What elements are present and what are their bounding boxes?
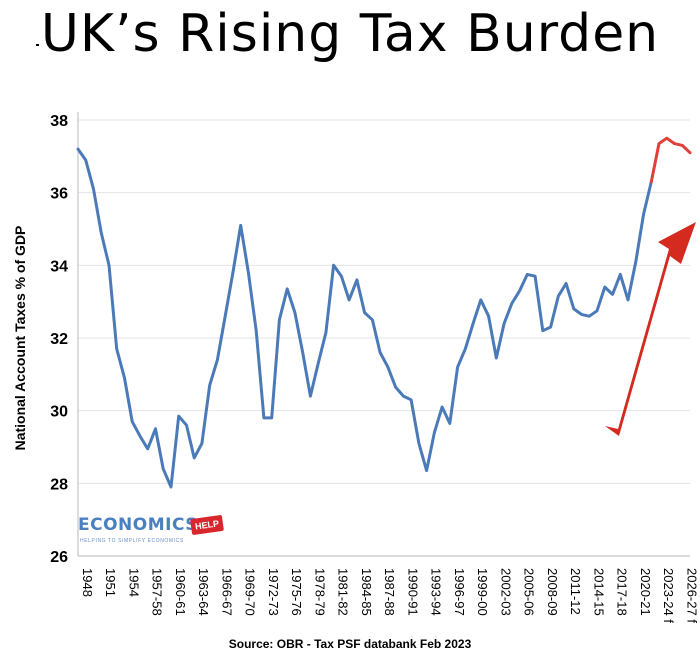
x-tick-label: 2008-09	[545, 568, 560, 616]
x-tick-label: 1993-94	[429, 568, 444, 616]
series-line-actual	[76, 147, 653, 489]
y-tick-label: 34	[50, 258, 68, 275]
x-tick-labels: 1948 1951 1954 1957-58 1960-61 1963-64 1966-67…	[80, 568, 699, 623]
y-tick-label: 38	[50, 113, 68, 130]
x-tick-label: 1999-00	[475, 568, 490, 616]
x-tick-label: 2011-12	[568, 568, 583, 615]
logo-tagline: HELPING TO SIMPLIFY ECONOMICS	[80, 538, 184, 544]
stray-mark	[36, 44, 39, 46]
red-up-arrow-icon	[605, 222, 696, 436]
chart-title: UK’s Rising Tax Burden	[40, 4, 660, 64]
x-tick-label: 1951	[103, 568, 118, 597]
gridlines	[78, 119, 690, 484]
x-tick-label: 1966-67	[219, 568, 234, 616]
logo-badge: HELP	[190, 514, 224, 536]
x-tick-label: 2020-21	[638, 568, 653, 616]
x-tick-label: 1990-91	[405, 568, 420, 616]
x-tick-label: 1963-64	[196, 568, 211, 616]
x-tick-label: 1981-82	[336, 568, 351, 616]
x-tick-label: 1972-73	[266, 568, 281, 616]
x-tick-label: 1978-79	[312, 568, 327, 616]
logo-text: ECONOMICS	[78, 515, 198, 535]
y-axis-label: National Account Taxes % of GDP	[12, 225, 28, 451]
x-tick-label: 2005-06	[522, 568, 537, 616]
x-tick-label: 1957-58	[150, 568, 165, 616]
x-tick-label: 2002-03	[498, 568, 513, 616]
x-tick-label: 2026-27 f	[684, 568, 699, 623]
economicshelp-logo: ECONOMICS HELP HELPING TO SIMPLIFY ECONO…	[78, 514, 230, 555]
y-tick-label: 26	[50, 549, 68, 566]
x-tick-label: 1969-70	[243, 568, 258, 616]
y-tick-labels: 26 28 30 32 34 36 38	[50, 113, 68, 566]
x-tick-label: 1996-97	[452, 568, 467, 616]
y-tick-label: 28	[50, 476, 68, 493]
series-lines	[76, 136, 692, 489]
y-tick-label: 30	[50, 404, 68, 421]
x-tick-label: 1987-88	[382, 568, 397, 616]
x-tick-label: 1948	[80, 568, 95, 597]
x-tick-label: 2014-15	[591, 568, 606, 616]
x-tick-label: 1960-61	[173, 568, 188, 616]
x-tick-label: 1954	[126, 568, 141, 597]
source-note: Source: OBR - Tax PSF databank Feb 2023	[228, 637, 472, 651]
x-tick-label: 2023-24 f	[661, 568, 676, 623]
x-tick-label: 1984-85	[359, 568, 374, 616]
x-tick-label: 2017-18	[615, 568, 630, 616]
x-tick-label: 1975-76	[289, 568, 304, 616]
y-tick-label: 36	[50, 186, 68, 203]
y-tick-label: 32	[50, 331, 68, 348]
series-line-forecast	[649, 136, 692, 184]
axes	[77, 112, 690, 557]
arrow-shape	[605, 222, 696, 436]
